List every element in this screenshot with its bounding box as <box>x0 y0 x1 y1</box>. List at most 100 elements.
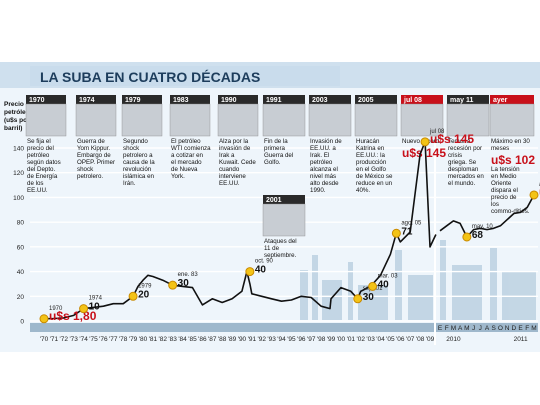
x-month-label: M <box>531 325 536 332</box>
chart-title: LA SUBA EN CUATRO DÉCADAS <box>40 69 260 85</box>
x-tick-label: '86 <box>198 336 207 343</box>
x-tick-label: '82 <box>159 336 168 343</box>
event-text: Oriente <box>491 180 512 187</box>
x-month-label: O <box>498 325 503 332</box>
event-photo <box>489 103 535 137</box>
x-tick-label: '05 <box>386 336 395 343</box>
event-year-label: 2003 <box>312 97 328 104</box>
annotation-value: u$s 145 <box>430 132 474 146</box>
event-year-tag <box>122 95 162 104</box>
x-group-label: 2010 <box>446 336 461 343</box>
event-text: 1990. <box>310 187 326 194</box>
event-photo <box>262 103 306 137</box>
event-text: Máximo en 30 <box>491 138 530 145</box>
event-text: desploman <box>448 166 479 173</box>
event-text: Yom Kippur. <box>77 145 110 152</box>
x-tick-label: '81 <box>149 336 158 343</box>
x-tick-label: '89 <box>228 336 237 343</box>
event-text: EE.UU.: la <box>356 152 385 159</box>
event-text: revolución <box>123 166 152 173</box>
event-text: griega. Se <box>448 159 477 166</box>
annotation-marker <box>391 228 401 238</box>
event-text: Ataques del <box>264 238 297 245</box>
event-text: Fin de la <box>264 138 288 145</box>
x-group-label: 2011 <box>514 336 528 343</box>
x-tick-label: '78 <box>119 336 128 343</box>
x-month-label: M <box>451 325 456 332</box>
annotation-date: 1979 <box>138 283 152 289</box>
event-year-tag <box>309 95 351 104</box>
event-year-label: 1983 <box>173 97 189 104</box>
event-photo <box>354 103 398 137</box>
event-year-tag <box>170 95 210 104</box>
event-text: mercados en <box>448 173 484 180</box>
y-tick-label: 140 <box>13 146 24 153</box>
event-text: commo-dities. <box>491 208 530 215</box>
event-photo <box>169 103 211 137</box>
annotation-value: 40 <box>378 279 390 290</box>
event-year-label: 2005 <box>358 97 374 104</box>
x-tick-label: '91 <box>248 336 257 343</box>
event-text: shock <box>123 145 140 152</box>
annotation-date: mar. 03 <box>378 273 399 279</box>
x-tick-label: '00 <box>337 336 346 343</box>
x-month-label: F <box>525 325 529 332</box>
event-text: nivel más <box>310 173 336 180</box>
annotation-marker <box>168 280 178 290</box>
event-year-tag <box>355 95 397 104</box>
y-axis: 0 20 40 60 80 100 120 140 <box>13 146 24 326</box>
annotation-date: ene. 83 <box>178 272 199 278</box>
y-tick-label: 120 <box>13 170 24 177</box>
event-text: de los <box>27 180 44 187</box>
event-text: el mercado <box>171 159 202 166</box>
x-tick-label: '75 <box>89 336 98 343</box>
x-tick-label: '94 <box>277 336 286 343</box>
event-text: petrolero a <box>123 152 153 159</box>
event-text: El petróleo <box>171 138 201 145</box>
annotation-marker <box>368 281 378 291</box>
annotation-value: 71 <box>401 226 413 237</box>
y-axis-label-line: barril) <box>4 125 22 132</box>
annotation-marker <box>529 190 539 200</box>
event-text: alto desde <box>310 180 339 187</box>
x-tick-label: '97 <box>307 336 316 343</box>
series-line-2010-2011 <box>439 194 535 238</box>
event-year-label: ayer <box>493 97 508 104</box>
x-tick-label: '90 <box>238 336 247 343</box>
title-bar <box>30 66 340 86</box>
annotation-date: jul 08 <box>429 129 445 135</box>
annotation-value: 40 <box>255 265 267 276</box>
event-year-tag <box>263 95 305 104</box>
event-year-label: 1979 <box>125 97 141 104</box>
x-tick-label: '71 <box>50 336 59 343</box>
x-tick-label: '06 <box>396 336 405 343</box>
event-year-tag <box>263 195 305 204</box>
event-text: EE.UU. a <box>310 145 336 152</box>
event-text: La tensión <box>491 166 520 173</box>
y-tick-label: 80 <box>17 220 25 227</box>
x-tick-label: '88 <box>218 336 227 343</box>
event-year-tag <box>218 95 258 104</box>
annotation-value: 30 <box>363 292 375 303</box>
event-text: Invasión de <box>310 138 342 145</box>
x-month-label: N <box>505 325 510 332</box>
event-text: en Medio <box>491 173 517 180</box>
event-photo <box>262 203 306 237</box>
x-month-label: M <box>464 325 469 332</box>
x-tick-label: '79 <box>129 336 138 343</box>
annotation-value: 68 <box>472 230 484 241</box>
x-month-label: D <box>512 325 517 332</box>
annotation-date: ago. 05 <box>401 220 422 226</box>
y-tick-label: 60 <box>17 244 25 251</box>
event-text: de México se <box>356 173 393 180</box>
